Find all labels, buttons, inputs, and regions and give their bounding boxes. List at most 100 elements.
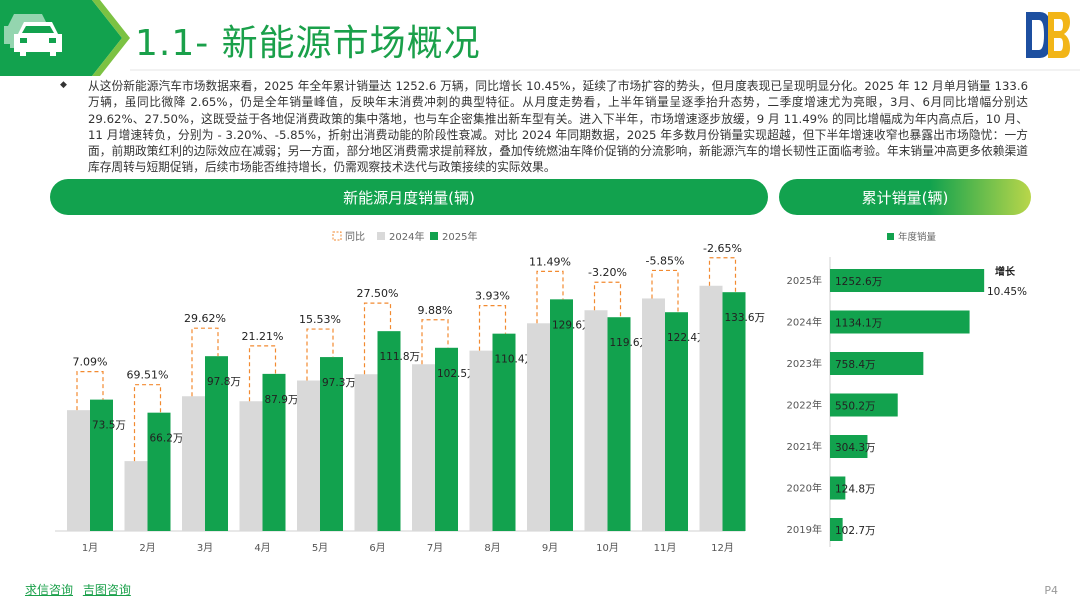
footer-links: 求信咨询 吉图咨询 — [25, 581, 137, 598]
value-label-2025: 111.8万 — [380, 351, 421, 363]
growth-label: 11.49% — [529, 255, 571, 268]
bar-2024 — [124, 461, 148, 531]
value-label-2025: 133.6万 — [725, 312, 766, 324]
bar-2024 — [469, 350, 493, 531]
bar-2025 — [320, 357, 343, 531]
growth-bracket — [191, 327, 219, 397]
legend-label-annual: 年度销量 — [898, 231, 937, 243]
legend-swatch-growth — [332, 231, 342, 241]
growth-bracket — [133, 384, 162, 462]
growth-label: 9.88% — [418, 304, 453, 317]
growth-label: 27.50% — [357, 287, 399, 300]
bar-2025 — [665, 312, 688, 531]
annual-value-label: 304.3万 — [835, 442, 876, 454]
legend-swatch-2025 — [430, 232, 438, 240]
bar-2025 — [90, 399, 113, 531]
growth-bracket — [76, 371, 104, 411]
x-tick-label: 11月 — [654, 542, 677, 554]
value-label-2025: 122.4万 — [667, 332, 708, 344]
y-tick-label: 2019年 — [787, 523, 822, 536]
annual-value-label: 758.4万 — [835, 359, 876, 371]
x-tick-label: 2月 — [139, 542, 155, 554]
growth-label: 21.21% — [242, 330, 284, 343]
legend-swatch-2024 — [377, 232, 385, 240]
growth-label: 29.62% — [184, 312, 226, 325]
x-tick-label: 5月 — [312, 542, 328, 554]
bar-2024 — [642, 298, 665, 531]
annual-value-label: 550.2万 — [835, 401, 876, 413]
bar-2024 — [297, 380, 320, 531]
annual-bar — [830, 352, 924, 375]
header-banner — [0, 0, 1080, 76]
legend-label-growth: 同比 — [345, 231, 365, 243]
x-tick-label: 1月 — [82, 542, 98, 554]
growth-bracket — [306, 328, 334, 381]
growth-label: -5.85% — [646, 254, 685, 267]
annual-bar — [830, 269, 985, 292]
growth-annotation-label: 增长 — [995, 265, 1016, 278]
footer-link-qiuxin[interactable]: 求信咨询 — [25, 583, 74, 597]
page-number: P4 — [1044, 584, 1058, 597]
growth-label: 15.53% — [299, 313, 341, 326]
growth-annotation-value: 10.45% — [987, 286, 1027, 298]
cumulative-sales-header: 累计销量(辆) — [779, 179, 1031, 215]
y-tick-label: 2021年 — [787, 440, 822, 453]
y-tick-label: 2025年 — [787, 274, 822, 287]
annual-value-label: 1134.1万 — [835, 318, 882, 330]
bullet-icon: ◆ — [60, 80, 67, 90]
bar-2024 — [584, 310, 608, 531]
annual-value-label: 102.7万 — [835, 525, 876, 537]
growth-label: 7.09% — [73, 356, 108, 369]
monthly-sales-header: 新能源月度销量(辆) — [50, 179, 768, 215]
x-tick-label: 4月 — [254, 542, 270, 554]
bar-2024 — [239, 401, 263, 531]
annual-bar — [830, 310, 970, 334]
growth-label: 69.51% — [127, 369, 169, 382]
x-tick-label: 8月 — [484, 542, 500, 554]
x-tick-label: 6月 — [369, 542, 385, 554]
growth-bracket — [478, 305, 507, 351]
annual-bar — [830, 476, 846, 500]
bar-2025 — [492, 333, 516, 531]
x-tick-label: 10月 — [596, 542, 619, 554]
annual-value-label: 124.8万 — [835, 484, 876, 496]
growth-label: -2.65% — [703, 242, 742, 255]
bar-2025 — [722, 292, 746, 531]
car-icon — [4, 14, 62, 56]
growth-bracket — [593, 281, 622, 318]
bar-2025 — [262, 373, 286, 531]
growth-bracket — [536, 270, 564, 324]
annual-sales-chart: 年度销量 2025年 1252.6万 2024年 1134.1万 2023年 758.4万 2… — [787, 231, 1027, 547]
x-tick-label: 3月 — [197, 542, 213, 554]
growth-bracket — [421, 319, 449, 365]
annual-bar — [830, 393, 898, 417]
growth-label: 3.93% — [475, 290, 510, 303]
bar-2024 — [412, 364, 435, 531]
growth-bracket — [363, 302, 392, 375]
growth-label: -3.20% — [588, 266, 627, 279]
bar-2025 — [147, 412, 171, 531]
y-tick-label: 2024年 — [787, 316, 822, 329]
legend: 年度销量 — [887, 231, 937, 243]
value-label-2025: 110.4万 — [495, 354, 536, 366]
value-label-2025: 73.5万 — [92, 420, 126, 432]
legend-label-2024: 2024年 — [389, 230, 424, 243]
bar-2024 — [67, 410, 90, 531]
value-label-2025: 102.5万 — [437, 368, 478, 380]
x-tick-label: 7月 — [427, 542, 443, 554]
y-tick-label: 2022年 — [787, 399, 822, 412]
bar-2024 — [182, 396, 205, 531]
annual-value-label: 1252.6万 — [835, 276, 882, 288]
annual-bar — [830, 518, 843, 541]
bar-2024 — [527, 323, 550, 531]
footer-link-jitu[interactable]: 吉图咨询 — [82, 583, 131, 597]
bar-2025 — [377, 331, 401, 531]
y-tick-label: 2023年 — [787, 357, 822, 370]
page-title: 1.1- 新能源市场概况 — [135, 23, 481, 64]
bar-2025 — [205, 356, 228, 531]
brand-logo — [1026, 12, 1070, 58]
bar-2024 — [354, 374, 378, 531]
value-label-2025: 87.9万 — [265, 394, 299, 406]
value-label-2025: 66.2万 — [150, 433, 184, 445]
y-tick-label: 2020年 — [787, 482, 822, 495]
